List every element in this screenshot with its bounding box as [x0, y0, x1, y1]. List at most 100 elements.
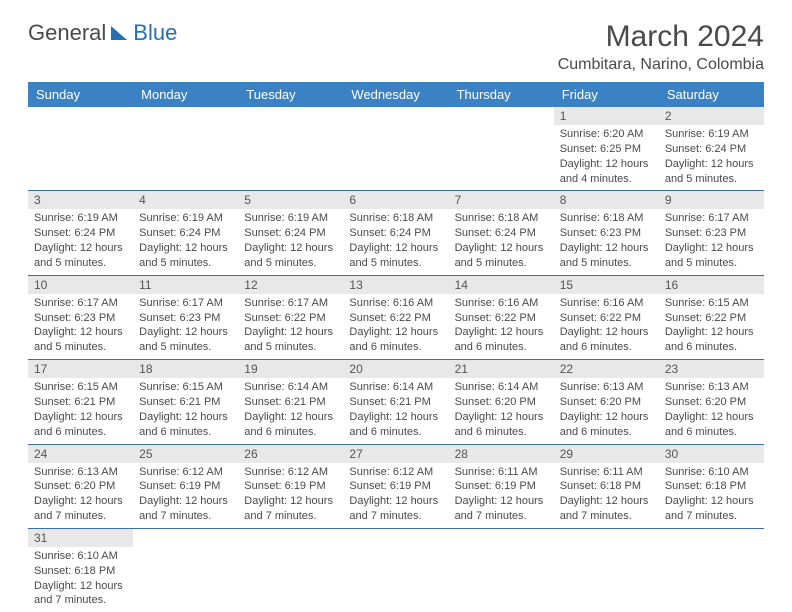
- calendar-cell: [28, 107, 133, 191]
- calendar-cell: 3Sunrise: 6:19 AMSunset: 6:24 PMDaylight…: [28, 191, 133, 275]
- day-content: Sunrise: 6:16 AMSunset: 6:22 PMDaylight:…: [554, 294, 659, 359]
- calendar-cell: 7Sunrise: 6:18 AMSunset: 6:24 PMDaylight…: [449, 191, 554, 275]
- day-number: 25: [133, 445, 238, 463]
- day-content: Sunrise: 6:15 AMSunset: 6:22 PMDaylight:…: [659, 294, 764, 359]
- day-number: 4: [133, 191, 238, 209]
- day-content: Sunrise: 6:10 AMSunset: 6:18 PMDaylight:…: [659, 463, 764, 528]
- calendar-cell: 12Sunrise: 6:17 AMSunset: 6:22 PMDayligh…: [238, 275, 343, 359]
- day-number: 21: [449, 360, 554, 378]
- calendar-row: 3Sunrise: 6:19 AMSunset: 6:24 PMDaylight…: [28, 191, 764, 275]
- day-number: 8: [554, 191, 659, 209]
- day-number: 19: [238, 360, 343, 378]
- day-content: Sunrise: 6:17 AMSunset: 6:23 PMDaylight:…: [28, 294, 133, 359]
- day-content: Sunrise: 6:10 AMSunset: 6:18 PMDaylight:…: [28, 547, 133, 612]
- calendar-cell: 11Sunrise: 6:17 AMSunset: 6:23 PMDayligh…: [133, 275, 238, 359]
- calendar-cell: 9Sunrise: 6:17 AMSunset: 6:23 PMDaylight…: [659, 191, 764, 275]
- calendar-row: 17Sunrise: 6:15 AMSunset: 6:21 PMDayligh…: [28, 360, 764, 444]
- calendar-cell: 13Sunrise: 6:16 AMSunset: 6:22 PMDayligh…: [343, 275, 448, 359]
- day-number: 6: [343, 191, 448, 209]
- calendar-cell: 27Sunrise: 6:12 AMSunset: 6:19 PMDayligh…: [343, 444, 448, 528]
- day-number: 16: [659, 276, 764, 294]
- day-content: Sunrise: 6:17 AMSunset: 6:22 PMDaylight:…: [238, 294, 343, 359]
- day-content: Sunrise: 6:11 AMSunset: 6:19 PMDaylight:…: [449, 463, 554, 528]
- day-content: Sunrise: 6:17 AMSunset: 6:23 PMDaylight:…: [659, 209, 764, 274]
- weekday-header: Monday: [133, 82, 238, 107]
- day-number: 11: [133, 276, 238, 294]
- day-number: 1: [554, 107, 659, 125]
- day-number: 3: [28, 191, 133, 209]
- calendar-cell: [449, 528, 554, 612]
- day-number: 30: [659, 445, 764, 463]
- day-content: Sunrise: 6:12 AMSunset: 6:19 PMDaylight:…: [133, 463, 238, 528]
- calendar-cell: 10Sunrise: 6:17 AMSunset: 6:23 PMDayligh…: [28, 275, 133, 359]
- day-number: 13: [343, 276, 448, 294]
- calendar-cell: 6Sunrise: 6:18 AMSunset: 6:24 PMDaylight…: [343, 191, 448, 275]
- day-content: Sunrise: 6:16 AMSunset: 6:22 PMDaylight:…: [343, 294, 448, 359]
- calendar-cell: [659, 528, 764, 612]
- calendar-cell: 5Sunrise: 6:19 AMSunset: 6:24 PMDaylight…: [238, 191, 343, 275]
- weekday-header: Sunday: [28, 82, 133, 107]
- calendar-cell: [238, 107, 343, 191]
- day-content: Sunrise: 6:15 AMSunset: 6:21 PMDaylight:…: [133, 378, 238, 443]
- calendar-cell: 16Sunrise: 6:15 AMSunset: 6:22 PMDayligh…: [659, 275, 764, 359]
- day-number: 15: [554, 276, 659, 294]
- weekday-header: Wednesday: [343, 82, 448, 107]
- day-content: Sunrise: 6:14 AMSunset: 6:20 PMDaylight:…: [449, 378, 554, 443]
- calendar-cell: 25Sunrise: 6:12 AMSunset: 6:19 PMDayligh…: [133, 444, 238, 528]
- day-content: Sunrise: 6:12 AMSunset: 6:19 PMDaylight:…: [343, 463, 448, 528]
- header: GeneralBlue March 2024 Cumbitara, Narino…: [28, 20, 764, 74]
- location-text: Cumbitara, Narino, Colombia: [558, 56, 764, 74]
- calendar-cell: 20Sunrise: 6:14 AMSunset: 6:21 PMDayligh…: [343, 360, 448, 444]
- calendar-table: SundayMondayTuesdayWednesdayThursdayFrid…: [28, 82, 764, 612]
- day-number: 31: [28, 529, 133, 547]
- day-content: Sunrise: 6:13 AMSunset: 6:20 PMDaylight:…: [659, 378, 764, 443]
- calendar-cell: 15Sunrise: 6:16 AMSunset: 6:22 PMDayligh…: [554, 275, 659, 359]
- weekday-header: Friday: [554, 82, 659, 107]
- calendar-cell: 31Sunrise: 6:10 AMSunset: 6:18 PMDayligh…: [28, 528, 133, 612]
- day-number: 10: [28, 276, 133, 294]
- day-content: Sunrise: 6:19 AMSunset: 6:24 PMDaylight:…: [133, 209, 238, 274]
- calendar-cell: 8Sunrise: 6:18 AMSunset: 6:23 PMDaylight…: [554, 191, 659, 275]
- day-content: Sunrise: 6:15 AMSunset: 6:21 PMDaylight:…: [28, 378, 133, 443]
- calendar-cell: [238, 528, 343, 612]
- brand-part2: Blue: [133, 20, 177, 46]
- weekday-header: Saturday: [659, 82, 764, 107]
- calendar-cell: [343, 107, 448, 191]
- day-content: Sunrise: 6:19 AMSunset: 6:24 PMDaylight:…: [238, 209, 343, 274]
- day-content: Sunrise: 6:18 AMSunset: 6:23 PMDaylight:…: [554, 209, 659, 274]
- day-number: 28: [449, 445, 554, 463]
- calendar-cell: 1Sunrise: 6:20 AMSunset: 6:25 PMDaylight…: [554, 107, 659, 191]
- calendar-cell: 28Sunrise: 6:11 AMSunset: 6:19 PMDayligh…: [449, 444, 554, 528]
- day-number: 12: [238, 276, 343, 294]
- brand-logo: GeneralBlue: [28, 20, 177, 46]
- day-number: 29: [554, 445, 659, 463]
- day-number: 26: [238, 445, 343, 463]
- day-content: Sunrise: 6:14 AMSunset: 6:21 PMDaylight:…: [238, 378, 343, 443]
- calendar-cell: 18Sunrise: 6:15 AMSunset: 6:21 PMDayligh…: [133, 360, 238, 444]
- day-content: Sunrise: 6:14 AMSunset: 6:21 PMDaylight:…: [343, 378, 448, 443]
- day-content: Sunrise: 6:12 AMSunset: 6:19 PMDaylight:…: [238, 463, 343, 528]
- day-number: 24: [28, 445, 133, 463]
- day-number: 22: [554, 360, 659, 378]
- calendar-cell: 2Sunrise: 6:19 AMSunset: 6:24 PMDaylight…: [659, 107, 764, 191]
- day-content: Sunrise: 6:19 AMSunset: 6:24 PMDaylight:…: [659, 125, 764, 190]
- day-number: 27: [343, 445, 448, 463]
- day-content: Sunrise: 6:16 AMSunset: 6:22 PMDaylight:…: [449, 294, 554, 359]
- calendar-cell: [133, 107, 238, 191]
- calendar-cell: 30Sunrise: 6:10 AMSunset: 6:18 PMDayligh…: [659, 444, 764, 528]
- calendar-cell: 23Sunrise: 6:13 AMSunset: 6:20 PMDayligh…: [659, 360, 764, 444]
- day-number: 14: [449, 276, 554, 294]
- calendar-cell: [133, 528, 238, 612]
- calendar-cell: 22Sunrise: 6:13 AMSunset: 6:20 PMDayligh…: [554, 360, 659, 444]
- day-content: Sunrise: 6:13 AMSunset: 6:20 PMDaylight:…: [28, 463, 133, 528]
- calendar-cell: 26Sunrise: 6:12 AMSunset: 6:19 PMDayligh…: [238, 444, 343, 528]
- page-title: March 2024: [558, 20, 764, 54]
- weekday-header: Tuesday: [238, 82, 343, 107]
- calendar-head: SundayMondayTuesdayWednesdayThursdayFrid…: [28, 82, 764, 107]
- calendar-row: 31Sunrise: 6:10 AMSunset: 6:18 PMDayligh…: [28, 528, 764, 612]
- calendar-cell: [449, 107, 554, 191]
- calendar-cell: 19Sunrise: 6:14 AMSunset: 6:21 PMDayligh…: [238, 360, 343, 444]
- calendar-cell: 21Sunrise: 6:14 AMSunset: 6:20 PMDayligh…: [449, 360, 554, 444]
- day-content: Sunrise: 6:20 AMSunset: 6:25 PMDaylight:…: [554, 125, 659, 190]
- day-content: Sunrise: 6:17 AMSunset: 6:23 PMDaylight:…: [133, 294, 238, 359]
